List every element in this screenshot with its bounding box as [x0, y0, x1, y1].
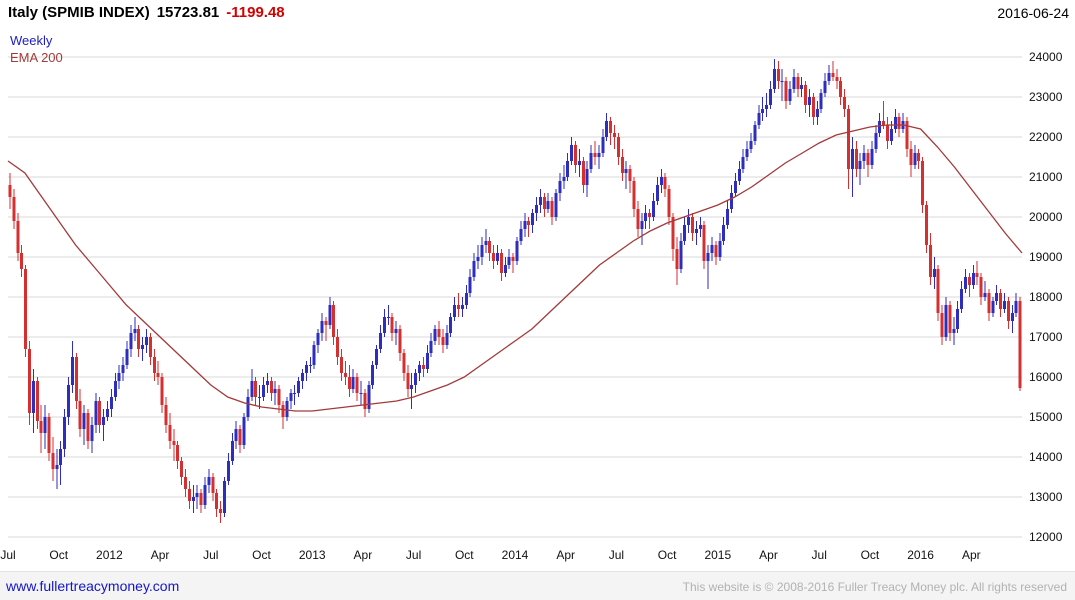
page-title: Italy (SPMIB INDEX) 15723.81 -1199.48 — [8, 4, 285, 21]
svg-text:Oct: Oct — [861, 548, 880, 562]
legend-ema-200: EMA 200 — [10, 50, 63, 65]
svg-text:2016: 2016 — [907, 548, 934, 562]
svg-text:19000: 19000 — [1029, 250, 1063, 264]
price-chart: 12000 13000 14000 15000 16000 17000 18000 19000… — [0, 50, 1063, 562]
svg-text:Apr: Apr — [556, 548, 575, 562]
svg-text:Apr: Apr — [354, 548, 373, 562]
svg-text:15000: 15000 — [1029, 410, 1063, 424]
svg-text:Apr: Apr — [759, 548, 778, 562]
footer-bar: www.fullertreacymoney.com This website i… — [0, 571, 1075, 600]
site-link[interactable]: www.fullertreacymoney.com — [6, 578, 180, 594]
chart-header: Italy (SPMIB INDEX) 15723.81 -1199.48 2016… — [0, 0, 1075, 26]
svg-text:18000: 18000 — [1029, 290, 1063, 304]
price-change: -1199.48 — [226, 4, 285, 21]
instrument-name: Italy (SPMIB INDEX) — [8, 4, 150, 21]
copyright-text: This website is © 2008-2016 Fuller Treac… — [682, 580, 1067, 594]
svg-text:17000: 17000 — [1029, 330, 1063, 344]
svg-text:Oct: Oct — [49, 548, 68, 562]
svg-text:Jul: Jul — [406, 548, 421, 562]
svg-text:Oct: Oct — [455, 548, 474, 562]
svg-text:Apr: Apr — [962, 548, 981, 562]
svg-text:21000: 21000 — [1029, 170, 1063, 184]
svg-text:Jul: Jul — [609, 548, 624, 562]
svg-text:13000: 13000 — [1029, 490, 1063, 504]
svg-text:Apr: Apr — [151, 548, 170, 562]
svg-text:23000: 23000 — [1029, 90, 1063, 104]
svg-text:2014: 2014 — [502, 548, 529, 562]
svg-text:2012: 2012 — [96, 548, 123, 562]
legend-weekly: Weekly — [10, 33, 53, 48]
chart-legend: Weekly EMA 200 — [10, 32, 63, 66]
svg-text:12000: 12000 — [1029, 530, 1063, 544]
svg-text:2015: 2015 — [704, 548, 731, 562]
svg-text:20000: 20000 — [1029, 210, 1063, 224]
svg-text:24000: 24000 — [1029, 50, 1063, 64]
svg-text:14000: 14000 — [1029, 450, 1063, 464]
svg-text:2013: 2013 — [299, 548, 326, 562]
last-price: 15723.81 — [156, 4, 220, 21]
svg-text:16000: 16000 — [1029, 370, 1063, 384]
svg-text:Jul: Jul — [812, 548, 827, 562]
svg-text:Jul: Jul — [0, 548, 15, 562]
svg-text:Oct: Oct — [658, 548, 677, 562]
svg-text:22000: 22000 — [1029, 130, 1063, 144]
chart-date: 2016-06-24 — [997, 5, 1069, 21]
svg-text:Jul: Jul — [203, 548, 218, 562]
svg-text:Oct: Oct — [252, 548, 271, 562]
